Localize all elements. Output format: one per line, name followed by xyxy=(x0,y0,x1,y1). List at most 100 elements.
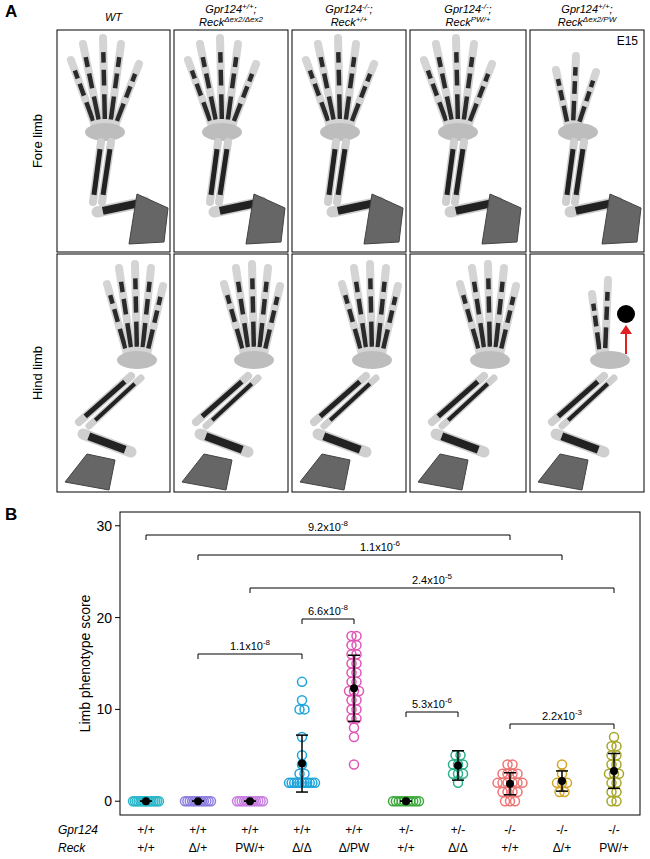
header-part: +/+ xyxy=(242,2,254,11)
column-header: ReckPW/+ xyxy=(446,15,491,28)
genotype: +/+ xyxy=(189,823,206,837)
phalanx xyxy=(496,323,499,347)
cartilage xyxy=(436,434,484,452)
genotype: +/+ xyxy=(137,841,154,855)
digit xyxy=(147,286,163,354)
error-cap xyxy=(556,770,568,772)
bone xyxy=(456,203,492,211)
mean-dot xyxy=(558,777,566,785)
phalanx xyxy=(501,282,502,292)
y-tick-label: 0 xyxy=(104,793,112,809)
marks xyxy=(129,631,624,805)
pelvis xyxy=(300,454,350,490)
digit xyxy=(354,268,367,354)
phalanx xyxy=(75,71,78,79)
phalanx xyxy=(336,70,341,86)
digit xyxy=(318,44,335,126)
error-cap xyxy=(608,753,620,755)
y-tick xyxy=(115,525,120,526)
pelvis xyxy=(418,454,468,490)
header-part: ; xyxy=(254,3,257,15)
genotype: +/+ xyxy=(137,823,154,837)
mean-dot xyxy=(350,684,358,692)
bone xyxy=(206,436,242,450)
digit xyxy=(119,268,132,354)
error-cap xyxy=(452,750,464,752)
phalanx xyxy=(479,86,483,97)
mean-dot xyxy=(142,797,150,805)
cartilage xyxy=(318,434,366,452)
cartilage xyxy=(556,434,604,452)
phalanx xyxy=(355,329,361,349)
p-mantissa: 2.2x10 xyxy=(542,710,575,722)
genotype: -/- xyxy=(504,823,515,837)
phalanx xyxy=(89,74,92,89)
image-frame xyxy=(530,254,644,492)
phalanx xyxy=(368,296,373,312)
image-frame xyxy=(292,30,406,252)
genotype: +/+ xyxy=(501,841,518,855)
scapula xyxy=(482,194,521,244)
bone xyxy=(338,203,374,211)
scapula xyxy=(364,194,403,244)
row-label: Hind limb xyxy=(30,346,45,400)
bone xyxy=(324,436,360,450)
phalanx xyxy=(310,71,313,79)
phalanx xyxy=(603,327,608,348)
phalanx xyxy=(442,74,445,89)
point xyxy=(155,797,164,806)
pelvis xyxy=(65,454,115,490)
phalanx xyxy=(192,71,195,79)
phalanx xyxy=(454,70,459,86)
scapula xyxy=(602,194,641,244)
scapula xyxy=(246,194,285,244)
limb xyxy=(65,264,163,490)
phalanx xyxy=(94,96,99,119)
p-exponent: -6 xyxy=(393,539,401,548)
genotype: Δ/Δ xyxy=(292,841,311,855)
phalanx xyxy=(250,278,255,289)
header-part: Reck xyxy=(446,16,472,28)
point xyxy=(300,705,309,714)
phalanx xyxy=(378,323,381,347)
p-exponent: -6 xyxy=(445,696,453,705)
error-bar xyxy=(452,751,464,780)
phalanx xyxy=(143,323,146,347)
phalanx xyxy=(353,57,354,67)
p-exponent: -5 xyxy=(445,572,453,581)
y-tick-label: 10 xyxy=(96,701,112,717)
digit xyxy=(500,286,516,354)
y-tick-label: 20 xyxy=(96,610,112,626)
bone xyxy=(211,149,217,195)
cartilage xyxy=(102,142,111,202)
bone xyxy=(447,149,453,195)
phalanx xyxy=(86,57,88,67)
phalanx xyxy=(118,57,119,67)
genotype: -/- xyxy=(556,823,567,837)
phalanx xyxy=(501,330,505,349)
genotype-row-label: Gpr124 xyxy=(58,823,98,837)
phalanx xyxy=(146,299,148,314)
bone xyxy=(338,149,345,195)
point xyxy=(207,797,216,806)
bone xyxy=(576,203,612,211)
phalanx xyxy=(159,297,161,305)
digit xyxy=(592,294,600,354)
bone xyxy=(448,384,488,420)
bone xyxy=(220,203,256,211)
limb xyxy=(306,38,403,244)
mean-dot xyxy=(506,780,514,788)
phalanx xyxy=(454,52,459,63)
phalanx xyxy=(101,70,106,86)
p-value: 1.1x10-8 xyxy=(230,638,271,652)
y-tick xyxy=(115,801,120,802)
bone xyxy=(442,436,478,450)
header-part: Reck xyxy=(331,16,357,28)
cartilage xyxy=(575,142,584,202)
carpals xyxy=(590,351,630,369)
phalanx xyxy=(564,106,567,122)
bone xyxy=(89,436,125,450)
phalanx xyxy=(486,296,491,312)
p-value: 9.2x10-8 xyxy=(308,519,349,533)
phalanx xyxy=(352,104,359,121)
